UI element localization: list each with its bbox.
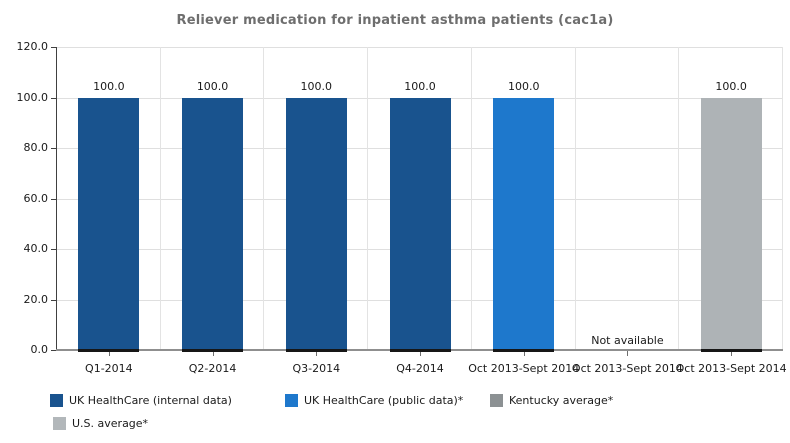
y-axis-tick xyxy=(51,299,57,301)
bar-base-shadow xyxy=(182,349,244,352)
y-axis-label: 60.0 xyxy=(23,191,49,205)
legend-label: U.S. average* xyxy=(72,417,149,430)
legend-swatch xyxy=(50,394,63,407)
y-axis-tick xyxy=(51,148,57,149)
bar-base-shadow xyxy=(78,349,140,352)
category-gridline xyxy=(159,47,161,350)
bar-value-label: 100.0 xyxy=(93,79,125,93)
bar-value-label: 100.0 xyxy=(715,79,747,93)
not-available-label: Not available xyxy=(591,334,664,347)
legend-item-3[interactable]: Kentucky average* xyxy=(490,394,613,407)
category-gridline xyxy=(678,47,680,350)
bar-3[interactable] xyxy=(285,97,347,350)
bar-value-label: 100.0 xyxy=(300,79,333,93)
legend-swatch xyxy=(285,394,298,407)
legend-label: UK HealthCare (internal data) xyxy=(69,394,232,407)
bar-4[interactable] xyxy=(389,97,451,350)
x-axis-tick xyxy=(108,351,110,356)
bar-7[interactable] xyxy=(700,97,762,350)
y-gridline xyxy=(57,47,783,48)
x-axis-tick xyxy=(627,351,629,356)
y-axis-label: 40.0 xyxy=(23,242,49,255)
y-axis-label: 0.0 xyxy=(30,343,49,356)
x-axis-label: Oct 2013-Sept 2014 xyxy=(571,362,683,375)
x-axis-label: Q1-2014 xyxy=(85,362,133,375)
bar-base-shadow xyxy=(700,349,762,352)
category-gridline xyxy=(782,47,783,350)
bar-base-shadow xyxy=(389,349,451,352)
y-axis-tick xyxy=(51,249,57,250)
x-axis-tick xyxy=(420,351,421,356)
x-axis-label: Q3-2014 xyxy=(292,362,341,375)
category-gridline xyxy=(367,47,369,350)
y-axis-label: 80.0 xyxy=(23,141,49,154)
y-axis-tick xyxy=(51,198,57,200)
legend-item-2[interactable]: UK HealthCare (public data)* xyxy=(285,394,463,407)
bar-2[interactable] xyxy=(182,97,244,350)
bar-base-shadow xyxy=(493,349,555,352)
y-axis-tick xyxy=(51,350,57,351)
plot-area: 100.0 100.0 100.0 100.0 100.0 Not available 10… xyxy=(56,47,783,352)
x-axis-tick xyxy=(316,351,318,356)
y-axis-label: 100.0 xyxy=(16,90,49,104)
y-axis-tick xyxy=(51,97,57,99)
bar-value-label: 100.0 xyxy=(196,79,229,93)
x-axis-tick xyxy=(731,351,733,356)
legend-label: UK HealthCare (public data)* xyxy=(304,394,464,407)
bar-value-label: 100.0 xyxy=(404,79,436,93)
chart-title: Reliever medication for inpatient asthma… xyxy=(176,13,614,28)
x-axis-label: Q2-2014 xyxy=(188,362,237,375)
y-axis-tick xyxy=(51,47,57,48)
bar-1[interactable] xyxy=(78,97,140,350)
legend-item-4[interactable]: U.S. average* xyxy=(53,417,148,430)
bar-value-label: 100.0 xyxy=(507,79,540,93)
legend-swatch xyxy=(53,417,66,430)
category-gridline xyxy=(470,47,472,350)
bar-5[interactable] xyxy=(493,97,555,350)
x-axis-label: Oct 2013-Sept 2014 xyxy=(675,362,787,375)
bar-base-shadow xyxy=(285,349,347,352)
category-gridline xyxy=(263,47,265,350)
legend-item-1[interactable]: UK HealthCare (internal data) xyxy=(50,394,232,407)
legend-label: Kentucky average* xyxy=(509,394,614,407)
y-axis-label: 120.0 xyxy=(16,40,49,53)
category-gridline xyxy=(574,47,576,350)
x-axis-label: Oct 2013-Sept 2014 xyxy=(468,362,580,375)
y-axis-label: 20.0 xyxy=(23,292,49,306)
x-axis-tick xyxy=(212,351,214,356)
x-axis-label: Q4-2014 xyxy=(396,362,444,375)
legend-swatch xyxy=(490,394,503,407)
x-axis-tick xyxy=(523,351,525,356)
